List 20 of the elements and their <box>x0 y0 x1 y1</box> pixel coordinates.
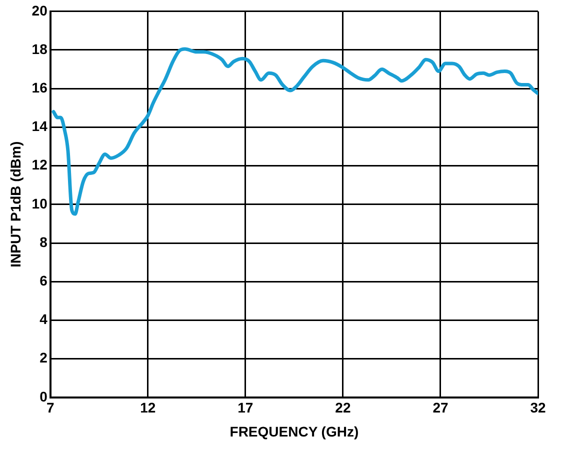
y-tick-label: 18 <box>32 40 48 57</box>
y-tick-label: 4 <box>40 311 48 328</box>
y-tick-label: 2 <box>40 350 48 366</box>
x-axis-title: FREQUENCY (GHz) <box>230 423 359 440</box>
line-series <box>52 47 538 216</box>
y-tick-label: 10 <box>32 195 48 212</box>
y-tick-label: 14 <box>32 118 48 134</box>
x-tick-label: 27 <box>432 400 448 416</box>
y-tick-label: 0 <box>40 388 48 404</box>
y-tick-label: 16 <box>32 79 48 96</box>
y-tick-label: 6 <box>40 272 48 288</box>
x-tick-label: 7 <box>46 400 54 416</box>
x-tick-label: 32 <box>530 400 546 416</box>
x-tick-label: 12 <box>140 400 156 416</box>
y-tick-label: 20 <box>32 2 48 18</box>
x-tick-label: 22 <box>335 400 351 416</box>
x-tick-label: 17 <box>238 400 254 416</box>
y-axis-title: INPUT P1dB (dBm) <box>7 141 24 268</box>
y-tick-label: 8 <box>40 234 48 250</box>
y-tick-label: 12 <box>32 156 48 173</box>
